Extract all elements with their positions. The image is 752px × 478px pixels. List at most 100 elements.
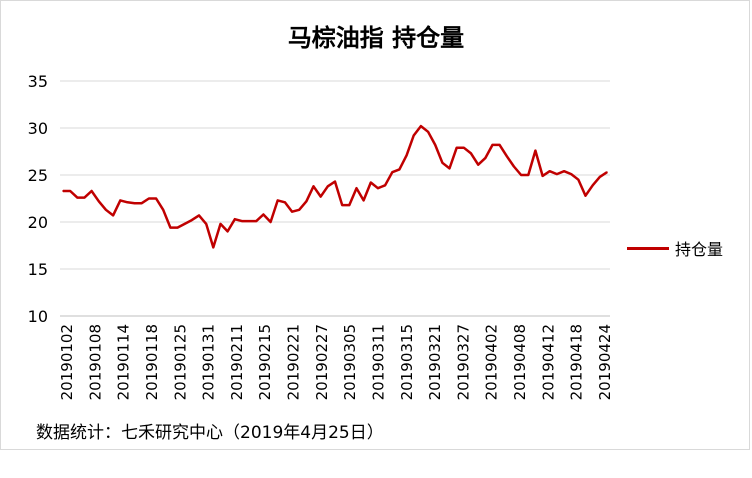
data-point bbox=[427, 130, 429, 133]
chart-frame bbox=[0, 0, 750, 450]
data-point bbox=[176, 226, 179, 229]
data-point bbox=[155, 197, 157, 200]
x-tick-label: 20190221 bbox=[285, 324, 303, 400]
data-point bbox=[355, 187, 358, 189]
data-point bbox=[276, 199, 279, 202]
data-point bbox=[248, 220, 250, 222]
data-point bbox=[527, 174, 530, 176]
data-point bbox=[441, 161, 444, 164]
data-point bbox=[76, 196, 79, 199]
data-point bbox=[312, 185, 315, 188]
x-tick-label: 20190215 bbox=[256, 324, 274, 400]
data-point bbox=[97, 200, 100, 203]
x-tick-label: 20190125 bbox=[171, 324, 189, 400]
data-point bbox=[126, 201, 129, 204]
data-point bbox=[169, 226, 172, 229]
x-tick-label: 20190412 bbox=[539, 324, 557, 400]
data-point bbox=[255, 220, 258, 222]
data-point bbox=[362, 199, 365, 202]
data-point bbox=[90, 190, 93, 192]
data-point bbox=[455, 146, 458, 149]
x-tick-label: 20190118 bbox=[143, 324, 161, 400]
data-point bbox=[513, 165, 515, 168]
y-tick-label: 35 bbox=[28, 72, 48, 91]
x-tick-label: 20190402 bbox=[483, 324, 501, 400]
y-tick-label: 10 bbox=[28, 307, 48, 326]
data-point bbox=[148, 197, 150, 200]
data-point bbox=[377, 187, 379, 189]
data-point bbox=[477, 163, 479, 166]
data-point bbox=[405, 154, 408, 157]
x-tick-label: 20190418 bbox=[568, 324, 586, 400]
data-point bbox=[534, 149, 537, 152]
data-point bbox=[198, 214, 200, 217]
data-point bbox=[520, 174, 522, 176]
data-point bbox=[298, 208, 301, 211]
y-tick-label: 15 bbox=[28, 260, 48, 279]
data-point bbox=[269, 221, 272, 223]
data-point bbox=[69, 190, 71, 192]
data-point bbox=[191, 219, 193, 221]
data-point bbox=[498, 144, 501, 146]
legend-label: 持仓量 bbox=[675, 240, 724, 259]
data-point bbox=[556, 173, 558, 175]
series-layer bbox=[62, 124, 608, 249]
data-point bbox=[584, 194, 587, 197]
x-axis-ticks: 20190102 20190108 20190114 20190118 20190125… bbox=[58, 324, 614, 400]
data-point bbox=[334, 180, 336, 183]
data-point bbox=[105, 208, 107, 211]
data-point bbox=[327, 185, 329, 188]
y-tick-label: 30 bbox=[28, 119, 48, 138]
legend: 持仓量 bbox=[627, 236, 723, 260]
data-point bbox=[599, 176, 601, 178]
data-point bbox=[212, 246, 215, 249]
x-tick-label: 20190305 bbox=[341, 324, 359, 400]
y-tick-label: 25 bbox=[28, 166, 48, 185]
x-tick-label: 20190408 bbox=[511, 324, 529, 400]
x-tick-label: 20190315 bbox=[398, 324, 416, 400]
data-point bbox=[140, 202, 143, 204]
x-tick-label: 20190321 bbox=[426, 324, 444, 400]
data-point bbox=[448, 167, 451, 170]
data-point bbox=[291, 210, 293, 213]
data-point bbox=[205, 223, 207, 225]
data-point bbox=[62, 190, 64, 192]
data-point bbox=[183, 223, 186, 225]
data-source-note: 数据统计：七禾研究中心（2019年4月25日） bbox=[36, 423, 384, 443]
data-point bbox=[384, 184, 386, 187]
data-point bbox=[563, 170, 565, 173]
data-point bbox=[541, 175, 544, 177]
data-point bbox=[112, 214, 114, 217]
data-point bbox=[233, 218, 236, 220]
x-tick-label: 20190211 bbox=[228, 324, 246, 400]
data-point bbox=[119, 199, 122, 202]
data-point bbox=[463, 146, 465, 149]
x-tick-label: 20190227 bbox=[313, 324, 331, 400]
series-line-持仓量 bbox=[63, 124, 608, 249]
y-axis-ticks: 10 15 20 25 30 35 bbox=[28, 72, 48, 326]
data-point bbox=[434, 144, 437, 146]
data-point bbox=[305, 200, 308, 203]
data-point bbox=[606, 171, 608, 173]
data-point bbox=[577, 178, 580, 181]
x-tick-label: 20190424 bbox=[596, 324, 614, 400]
data-point bbox=[83, 196, 86, 199]
x-tick-label: 20190327 bbox=[454, 324, 472, 400]
data-point bbox=[284, 201, 286, 204]
data-point bbox=[369, 181, 372, 184]
data-point bbox=[484, 157, 487, 159]
data-point bbox=[420, 125, 422, 127]
data-point bbox=[505, 155, 508, 157]
y-tick-label: 20 bbox=[28, 213, 48, 232]
data-point bbox=[241, 220, 243, 222]
data-point bbox=[162, 208, 165, 211]
data-point bbox=[348, 204, 351, 206]
data-point bbox=[262, 213, 265, 216]
data-point bbox=[570, 173, 573, 175]
data-point bbox=[133, 202, 136, 204]
x-tick-label: 20190114 bbox=[115, 324, 133, 400]
chart-title: 马棕油指 持仓量 bbox=[287, 24, 465, 52]
data-point bbox=[219, 223, 222, 225]
data-point bbox=[319, 195, 322, 198]
